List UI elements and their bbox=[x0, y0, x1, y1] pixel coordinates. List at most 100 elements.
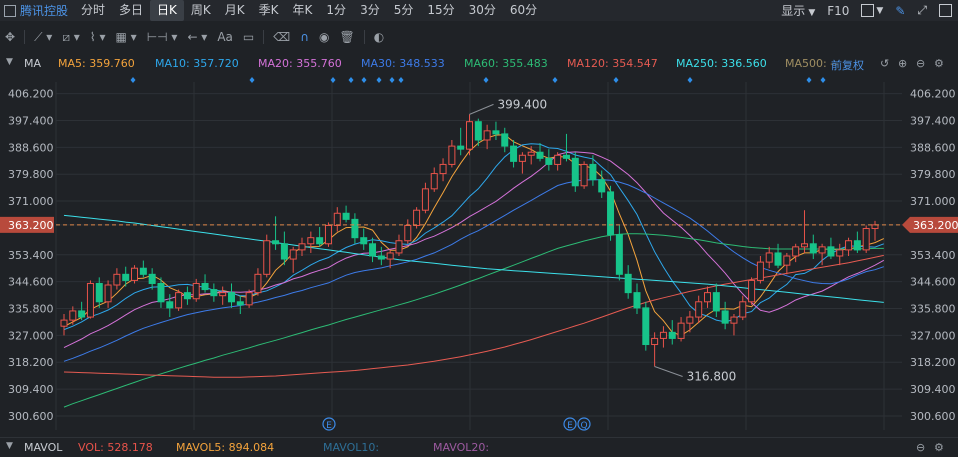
mavol-indicator-label[interactable]: MAVOL bbox=[24, 441, 63, 454]
candle-body bbox=[527, 151, 535, 156]
candle-body bbox=[571, 157, 579, 187]
right-tools: 显示 ▼ F10 ▼ ✎ ⤢ bbox=[775, 0, 958, 21]
layout-icon[interactable] bbox=[861, 4, 875, 17]
tab-period[interactable]: 3分 bbox=[360, 3, 380, 17]
ma30-value: MA30: 348.533 bbox=[361, 57, 445, 70]
channel-tool-icon[interactable]: ⧄ ▾ bbox=[62, 29, 80, 44]
tab-period[interactable]: 1分 bbox=[326, 3, 347, 17]
y-tick-label-right: 318.200 bbox=[910, 356, 956, 369]
tab-period[interactable]: 周K bbox=[190, 3, 211, 17]
text-tool[interactable]: Aa bbox=[217, 30, 233, 44]
candle-body bbox=[562, 154, 570, 159]
candle-body bbox=[756, 261, 764, 281]
window-icon[interactable] bbox=[939, 4, 952, 17]
collapse-chevron-icon[interactable]: ▼ bbox=[6, 441, 13, 451]
y-tick-label-left: 318.200 bbox=[8, 356, 54, 369]
remove-icon[interactable]: ⊖ bbox=[916, 57, 926, 70]
range-tool-icon[interactable]: ⊢⊣ ▾ bbox=[146, 30, 178, 44]
y-tick-label-right: 327.000 bbox=[910, 329, 956, 342]
settings-gear-icon[interactable]: ⚙ bbox=[934, 441, 944, 454]
tab-period[interactable]: 5分 bbox=[393, 3, 414, 17]
candle-body bbox=[157, 282, 165, 303]
remove-icon[interactable]: ⊖ bbox=[916, 441, 926, 454]
grid-tool-icon[interactable]: ▦ ▾ bbox=[115, 30, 137, 44]
settings-gear-icon[interactable]: ⚙ bbox=[934, 57, 944, 70]
candle-body bbox=[765, 252, 773, 263]
add-icon[interactable]: ⊕ bbox=[898, 57, 908, 70]
kline-chart[interactable]: 406.200 397.400 388.600 379.800 371.000 353.4… bbox=[0, 74, 958, 436]
wave-tool-icon[interactable]: ⌇ ▾ bbox=[89, 30, 106, 44]
adjust-label[interactable]: 前复权 bbox=[831, 59, 864, 72]
eraser-icon[interactable]: ⌫ bbox=[273, 30, 291, 44]
ma-lines bbox=[63, 134, 885, 408]
f10-button[interactable]: F10 bbox=[827, 3, 850, 18]
signal-marker bbox=[398, 77, 404, 83]
candle-body bbox=[386, 252, 394, 260]
tab-period[interactable]: 60分 bbox=[509, 3, 538, 17]
signal-marker bbox=[806, 77, 812, 83]
tab-period[interactable]: 季K bbox=[258, 3, 279, 17]
tab-period[interactable]: 15分 bbox=[427, 3, 455, 17]
signal-marker bbox=[389, 77, 395, 83]
drawing-toolbar: ✥ ⟋ ▾ ⧄ ▾ ⌇ ▾ ▦ ▾ ⊢⊣ ▾ ← ▾ Aa ▭ ⌫ ∩ ◉ 🗑 … bbox=[0, 25, 958, 49]
y-tick-label-right: 397.400 bbox=[910, 114, 956, 127]
layout-chevron-icon[interactable]: ▼ bbox=[876, 5, 884, 16]
pen-icon[interactable]: ✎ bbox=[895, 3, 906, 18]
ma-indicator-label[interactable]: MA bbox=[24, 57, 42, 70]
tab-period[interactable]: 月K bbox=[224, 3, 245, 17]
eye-icon[interactable]: ◉ bbox=[319, 30, 330, 44]
candle-body bbox=[809, 243, 817, 254]
comment-icon[interactable]: ▭ bbox=[242, 30, 255, 44]
candle-body bbox=[501, 133, 509, 147]
y-axis-left: 406.200 397.400 388.600 379.800 371.000 353.4… bbox=[8, 88, 54, 423]
candle-body bbox=[333, 212, 341, 226]
expand-icon[interactable]: ⤢ bbox=[917, 3, 927, 17]
toggle-icon[interactable]: ◐ bbox=[373, 30, 385, 44]
candle-body bbox=[95, 282, 103, 303]
candle-body bbox=[633, 292, 641, 309]
candle-body bbox=[545, 157, 553, 165]
tab-period[interactable]: 多日 bbox=[119, 3, 144, 17]
candle-body bbox=[201, 282, 209, 291]
candle-body bbox=[818, 246, 826, 254]
y-tick-label-right: 406.200 bbox=[910, 88, 956, 101]
trash-icon[interactable]: 🗑 bbox=[339, 30, 355, 44]
candle-body bbox=[783, 255, 791, 266]
arrow-tool-icon[interactable]: ← ▾ bbox=[187, 30, 208, 44]
collapse-chevron-icon[interactable]: ▼ bbox=[6, 57, 13, 67]
display-menu[interactable]: 显示 ▼ bbox=[781, 2, 815, 19]
signal-marker bbox=[348, 77, 354, 83]
ma-line-ma10 bbox=[63, 143, 884, 331]
candle-body bbox=[131, 267, 139, 281]
stock-selector[interactable]: 腾讯控股 bbox=[0, 2, 68, 19]
crosshair-icon[interactable]: ✥ bbox=[5, 30, 16, 44]
candle-body bbox=[800, 243, 808, 248]
line-tool-icon[interactable]: ⟋ ▾ bbox=[34, 29, 53, 44]
y-tick-label-right: 300.600 bbox=[910, 410, 956, 423]
magnet-icon[interactable]: ∩ bbox=[300, 30, 310, 44]
candle-body bbox=[827, 246, 835, 257]
candle-body bbox=[862, 228, 870, 251]
candle-body bbox=[607, 191, 615, 236]
reset-icon[interactable]: ↺ bbox=[880, 57, 890, 70]
toolbar-divider bbox=[263, 30, 265, 44]
y-tick-label-right: 353.400 bbox=[910, 249, 956, 262]
tab-period[interactable]: 年K bbox=[292, 3, 313, 17]
candle-body bbox=[236, 301, 244, 306]
candle-body bbox=[316, 237, 324, 245]
candle-body bbox=[659, 331, 667, 339]
tab-period[interactable]: 日K bbox=[150, 0, 184, 21]
tab-period[interactable]: 30分 bbox=[468, 3, 496, 17]
ma-line-ma60 bbox=[63, 233, 884, 408]
ma20-value: MA20: 355.760 bbox=[258, 57, 342, 70]
stock-name[interactable]: 腾讯控股 bbox=[20, 4, 69, 18]
tab-period[interactable]: 分时 bbox=[81, 3, 106, 17]
current-price-tag-left-bg bbox=[0, 216, 54, 233]
high-leader bbox=[469, 103, 494, 115]
candle-body bbox=[836, 249, 844, 257]
low-label: 316.800 bbox=[687, 370, 737, 384]
candle-body bbox=[695, 301, 703, 318]
y-tick-label-left: 344.600 bbox=[8, 276, 54, 289]
chart-annotations: 399.400 316.800 bbox=[469, 97, 737, 384]
candle-body bbox=[651, 337, 659, 346]
